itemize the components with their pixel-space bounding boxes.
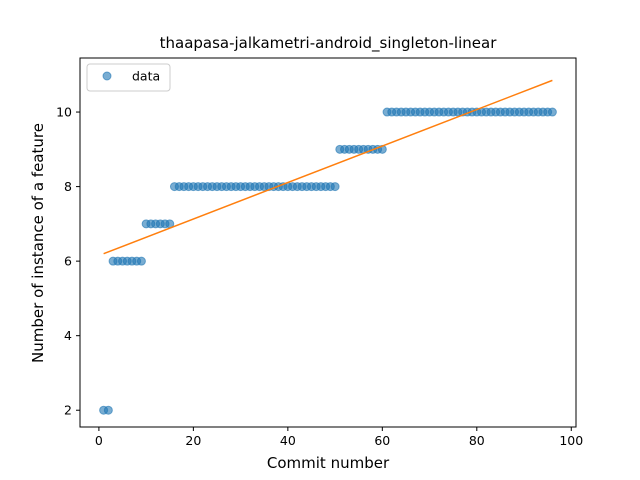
data-point xyxy=(136,256,146,266)
x-tick-label: 40 xyxy=(280,433,296,448)
plot-frame xyxy=(79,57,577,428)
data-point xyxy=(330,182,340,192)
legend-label: data xyxy=(132,69,160,84)
legend-marker xyxy=(102,71,112,81)
y-tick-label: 6 xyxy=(64,254,72,269)
y-tick-label: 4 xyxy=(64,328,72,343)
data-point xyxy=(103,405,113,415)
x-tick-label: 0 xyxy=(95,433,103,448)
legend: data xyxy=(86,63,171,92)
y-tick-label: 8 xyxy=(64,179,72,194)
y-axis: 2 4 6 8 10 xyxy=(56,105,80,418)
y-axis-label: Number of instance of a feature xyxy=(29,123,47,363)
legend-box xyxy=(86,63,171,92)
x-tick-label: 60 xyxy=(374,433,390,448)
y-tick-label: 10 xyxy=(56,105,72,120)
fit-line xyxy=(103,79,553,255)
x-axis-label: Commit number xyxy=(267,454,390,472)
x-tick-label: 20 xyxy=(185,433,201,448)
chart-title: thaapasa-jalkametri-android_singleton-li… xyxy=(160,34,498,53)
plot-area xyxy=(99,79,557,415)
x-tick-label: 80 xyxy=(469,433,485,448)
data-point xyxy=(547,107,557,117)
x-axis: 0 20 40 60 80 100 xyxy=(95,427,583,448)
x-tick-label: 100 xyxy=(559,433,583,448)
y-tick-label: 2 xyxy=(64,403,72,418)
